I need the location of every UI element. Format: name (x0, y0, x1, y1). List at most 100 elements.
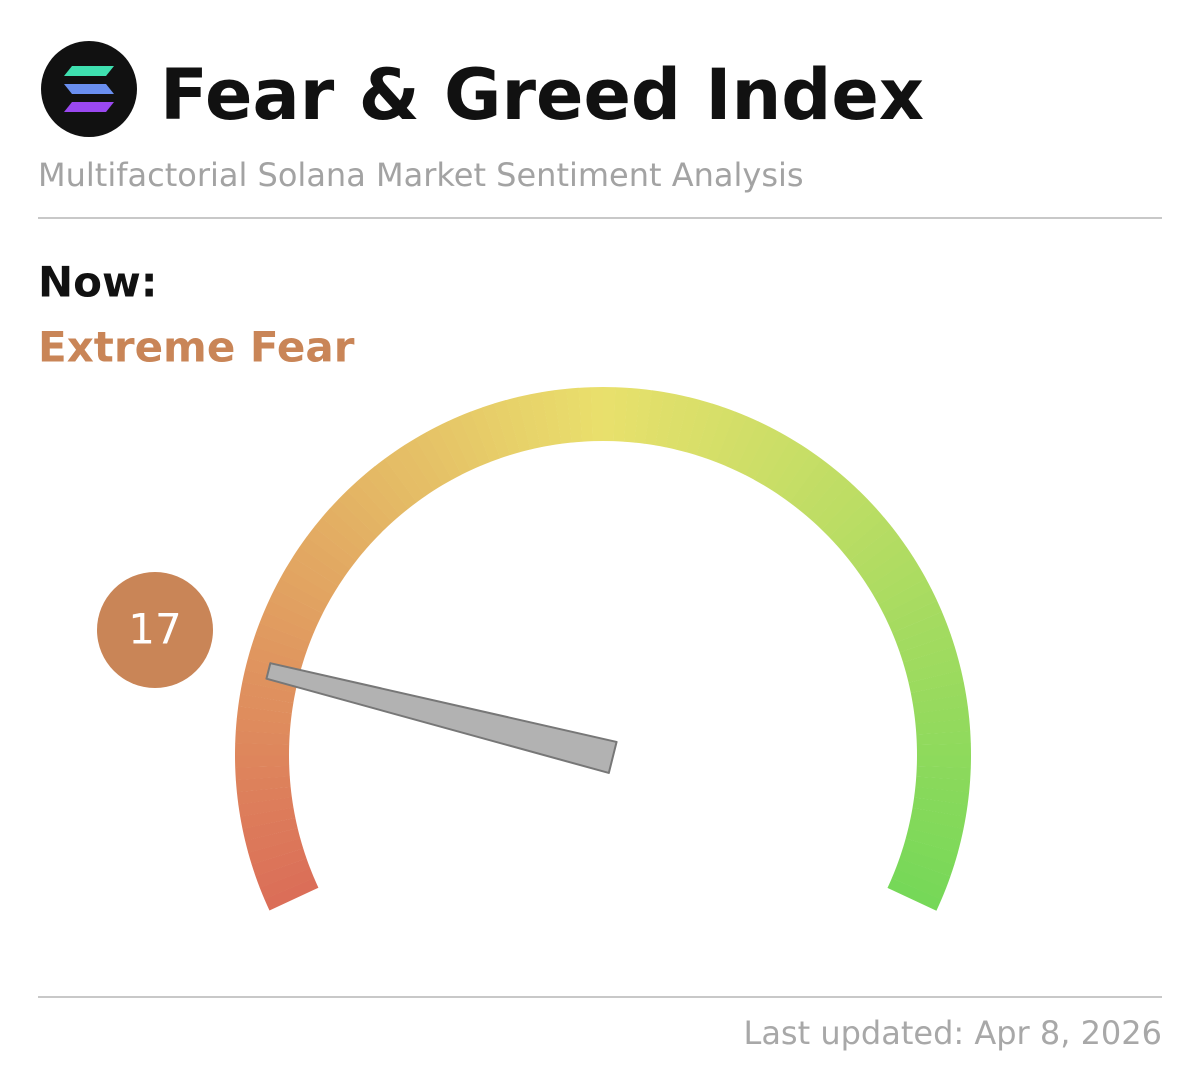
gauge-arc (910, 807, 966, 830)
gauge-arc (789, 458, 832, 509)
gauge-arc (321, 508, 371, 553)
last-updated: Last updated: Apr 8, 2026 (743, 1014, 1162, 1052)
gauge-arc (665, 394, 689, 450)
gauge-arc (842, 517, 893, 561)
gauge-arc (299, 536, 351, 578)
gauge-arc (623, 387, 641, 443)
gauge-arc (240, 807, 296, 829)
gauge-arc (529, 392, 551, 448)
gauge-arc (899, 848, 955, 877)
gauge-arc (286, 557, 339, 596)
gauge: 17 (97, 387, 971, 911)
gauge-arc (553, 388, 572, 444)
gauge-arc (754, 432, 791, 486)
gauge-arc (905, 828, 961, 854)
gauge-arc (255, 622, 310, 653)
gauge-arc (269, 589, 323, 624)
gauge-arc (744, 426, 781, 480)
gauge-arc (329, 499, 378, 545)
title: Fear & Greed Index (160, 54, 924, 136)
gauge-arc (365, 466, 409, 516)
gauge-arc (238, 797, 294, 817)
gauge-arc (895, 858, 951, 889)
gauge-arc (264, 877, 319, 911)
gauge-arc (292, 546, 345, 587)
gauge-arc (235, 776, 291, 793)
gauge-arc (505, 396, 531, 453)
gauge-arc (899, 634, 955, 663)
gauge-arc (236, 706, 292, 724)
gauge-arc (873, 567, 927, 605)
gauge-arc (374, 458, 417, 509)
gauge-arc (914, 786, 970, 805)
gauge-arc (236, 786, 292, 805)
gauge-arc (603, 387, 616, 442)
gauge-arc (725, 416, 759, 471)
gauge-arc (251, 634, 307, 663)
gauge-arc (493, 400, 521, 456)
gauge-arc (883, 589, 938, 624)
gauge-arc (696, 403, 725, 459)
gauge-arc (247, 646, 304, 673)
gauge-arc (235, 755, 290, 768)
gauge-arc (235, 765, 290, 781)
gauge-arc (763, 438, 802, 491)
gauge-arc (887, 600, 943, 633)
gauge-arc (916, 743, 971, 756)
gauge-arc (916, 730, 971, 746)
gauge-arc (912, 694, 968, 714)
gauge-arc (436, 421, 471, 475)
gauge-arc (912, 797, 968, 818)
gauge-arc (916, 765, 971, 781)
gauge-arc (425, 426, 462, 480)
gauge-arc (259, 611, 314, 643)
gauge-arc (459, 411, 491, 466)
gauge-arc (306, 526, 357, 569)
gauge-arc (780, 451, 822, 503)
gauge-arc (578, 387, 593, 442)
gauge-arc (259, 868, 315, 900)
gauge-arc (908, 670, 964, 694)
gauge-arc (905, 658, 962, 683)
gauge-arc (566, 387, 583, 443)
gauge-arc (675, 397, 701, 453)
gauge-arc (255, 858, 311, 888)
gauge-arc (887, 878, 942, 911)
gauge-arc (394, 444, 435, 497)
gauge-arc (264, 600, 319, 633)
now-label: Now: (38, 258, 158, 307)
gauge-arc (590, 387, 604, 442)
gauge-arc (915, 718, 971, 735)
gauge-arc (251, 848, 307, 877)
value-badge (97, 572, 213, 688)
gauge-arc (715, 411, 748, 467)
gauge-arc (355, 473, 401, 523)
gauge-arc (855, 536, 907, 578)
gauge-arc (813, 482, 860, 530)
gauge-arc (891, 868, 947, 900)
gauge-arc (797, 466, 841, 516)
gauge-arc (346, 482, 393, 530)
gauge-arc (634, 388, 653, 444)
gauge-arc (644, 390, 665, 446)
gauge-arc (836, 508, 885, 553)
gauge-arc (772, 444, 812, 497)
gauge-arc (242, 817, 298, 841)
gauge-arc (384, 451, 426, 503)
gauge-arc (915, 776, 971, 793)
gauge-arc (828, 499, 877, 545)
gauge-arc (415, 432, 453, 485)
gauge-arc (655, 392, 677, 448)
gauge-arc (314, 517, 364, 561)
gauge-arc (867, 557, 920, 596)
gauge-arc (902, 838, 958, 865)
gauge-arc (686, 400, 713, 456)
gauge-arc (849, 527, 900, 570)
logo (41, 41, 137, 137)
gauge-arc (482, 403, 511, 459)
gauge-arc (235, 730, 290, 745)
gauge-arc (235, 742, 290, 756)
gauge-arc (248, 838, 304, 865)
gauge-arc (280, 567, 333, 605)
